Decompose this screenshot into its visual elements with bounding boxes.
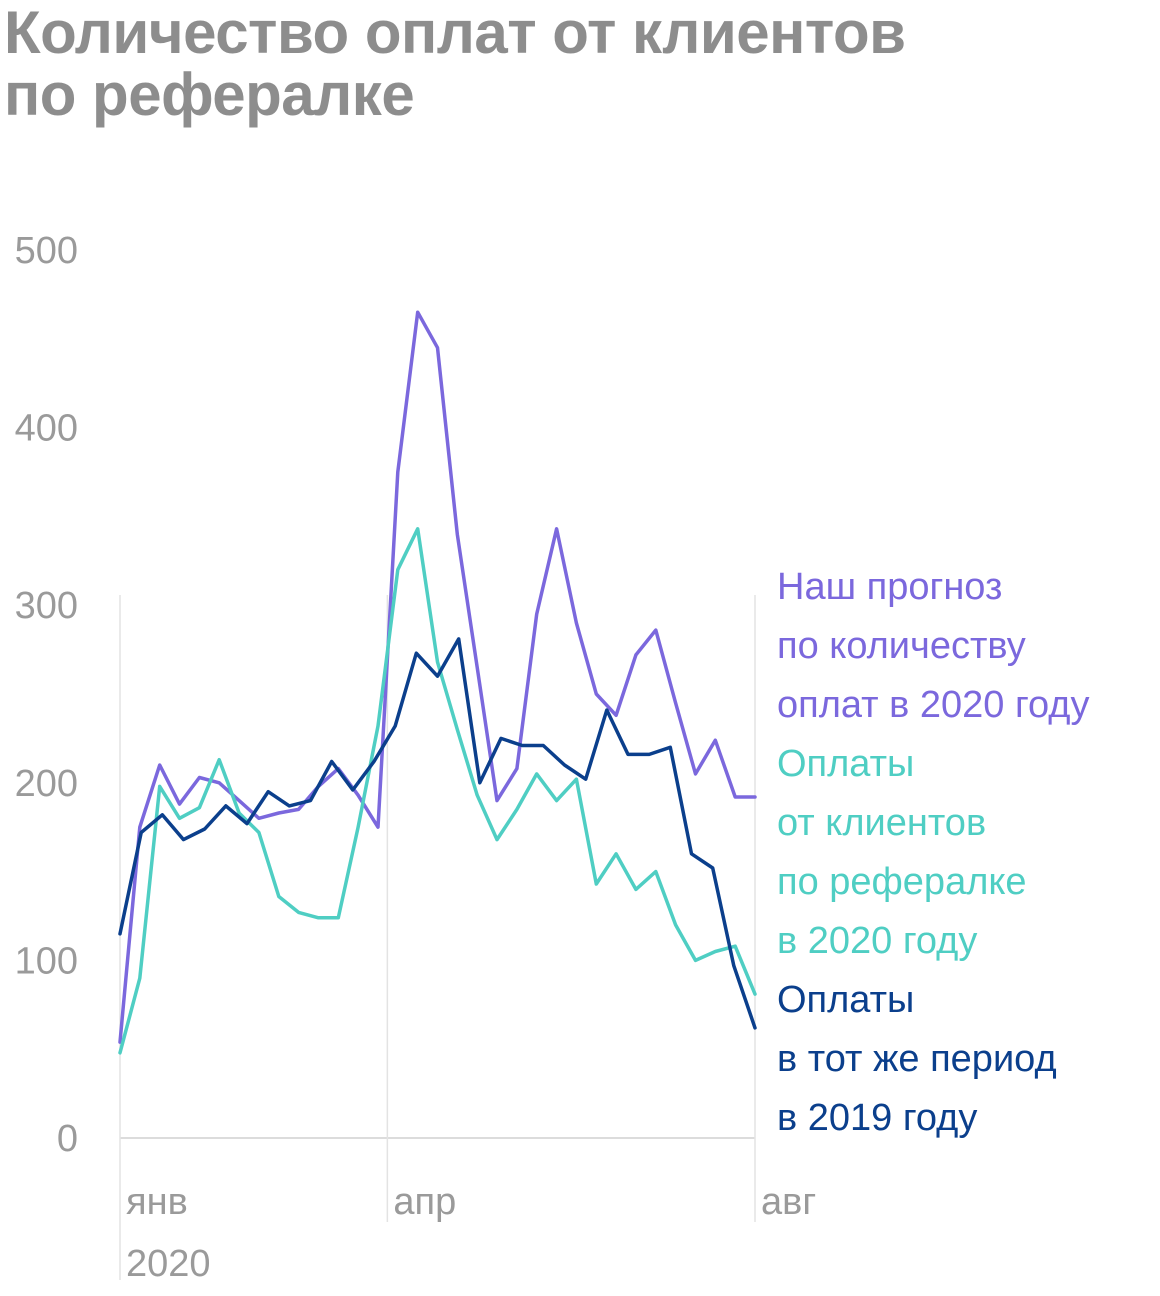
legend-item-2-line-1: Оплаты: [777, 743, 915, 785]
y-tick-label: 400: [15, 408, 78, 450]
grid: [119, 595, 756, 1280]
chart-title-line-1: Количество оплат от клиентов: [4, 0, 906, 66]
legend-item-1-line-2: по количеству: [777, 625, 1026, 667]
x-axis: янв 2020 апр авг: [126, 1181, 816, 1285]
y-tick-label: 0: [57, 1118, 78, 1160]
legend-item-2-line-4: в 2020 году: [777, 920, 978, 962]
legend-item-3: Оплаты в тот же период в 2019 году: [777, 971, 1157, 1148]
y-tick-label: 200: [15, 763, 78, 805]
y-tick-label: 100: [15, 940, 78, 982]
x-tick-label: авг: [761, 1181, 816, 1223]
legend-item-1: Наш прогноз по количеству оплат в 2020 год…: [777, 558, 1157, 735]
chart-title: Количество оплат от клиентов по рефералк…: [4, 2, 1104, 126]
legend-item-1-line-3: оплат в 2020 году: [777, 684, 1090, 726]
x-tick-label: янв: [126, 1181, 188, 1223]
legend-item-3-line-3: в 2019 году: [777, 1097, 978, 1139]
y-tick-label: 300: [15, 585, 78, 627]
x-tick-sublabel: 2020: [126, 1243, 211, 1285]
legend-item-2-line-2: от клиентов: [777, 802, 987, 844]
legend-item-3-line-2: в тот же период: [777, 1038, 1057, 1080]
chart-title-line-2: по рефералке: [4, 61, 415, 128]
legend: Наш прогноз по количеству оплат в 2020 год…: [777, 558, 1157, 1148]
series-line-1: [118, 310, 757, 1044]
y-tick-label: 500: [15, 230, 78, 272]
series-line-2: [118, 527, 757, 1055]
y-axis: 0 100 200 300 400 500: [15, 230, 78, 1160]
x-tick-label: апр: [393, 1181, 456, 1223]
series-lines: [118, 310, 757, 1055]
legend-item-2-line-3: по рефералке: [777, 861, 1027, 903]
series-line-3: [118, 637, 757, 1030]
legend-item-2: Оплаты от клиентов по рефералке в 2020 году: [777, 735, 1157, 971]
legend-item-1-line-1: Наш прогноз: [777, 566, 1003, 608]
legend-item-3-line-1: Оплаты: [777, 979, 915, 1021]
